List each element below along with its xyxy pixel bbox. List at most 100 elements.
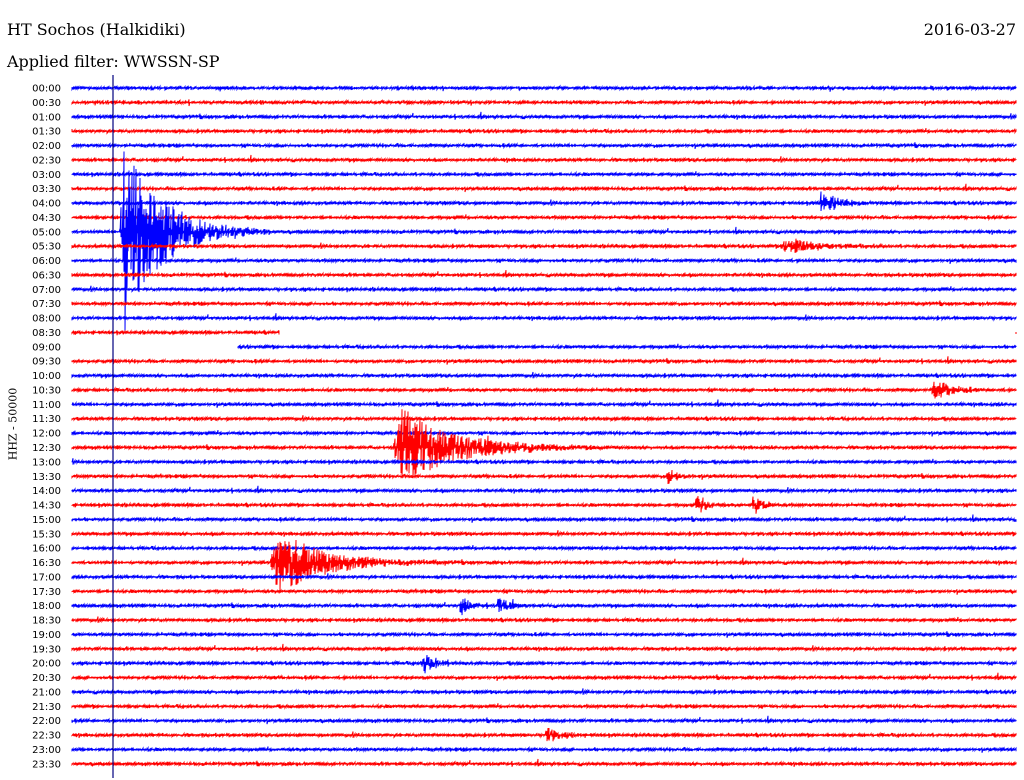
tick-label: 20:00 [32, 659, 61, 670]
trace-1130 [71, 415, 1017, 423]
tick-label: 14:00 [32, 486, 61, 497]
trace-0800 [71, 313, 1017, 322]
tick-label: 09:30 [32, 357, 61, 368]
trace-1100 [71, 399, 1017, 408]
trace-2230 [71, 727, 1017, 742]
tick-label: 01:30 [32, 127, 61, 138]
trace-0330 [71, 183, 1017, 193]
trace-1830 [71, 616, 1017, 624]
trace-1000 [71, 371, 1017, 380]
trace-1500 [71, 514, 1017, 524]
tick-label: 04:30 [32, 213, 61, 224]
trace-1430 [71, 496, 1017, 514]
tick-label: 03:00 [32, 170, 61, 181]
tick-label: 00:30 [32, 98, 61, 109]
trace-0430 [71, 213, 1017, 222]
trace-1600 [71, 544, 1017, 552]
tick-label: 10:30 [32, 386, 61, 397]
tick-label: 11:30 [32, 414, 61, 425]
tick-label: 12:30 [32, 443, 61, 454]
tick-label: 16:00 [32, 544, 61, 555]
tick-label: 06:00 [32, 256, 61, 267]
tick-label: 14:30 [32, 501, 61, 512]
trace-1200 [71, 429, 1017, 437]
trace-0930 [71, 356, 1017, 365]
tick-label: 07:00 [32, 285, 61, 296]
trace-0230 [71, 154, 1017, 164]
tick-label: 15:00 [32, 515, 61, 526]
trace-0700 [71, 285, 1017, 294]
trace-0900 [237, 343, 1017, 351]
trace-1700 [71, 573, 1017, 581]
tick-label: 19:30 [32, 644, 61, 655]
trace-2100 [71, 688, 1017, 696]
tick-label: 22:00 [32, 716, 61, 727]
trace-2200 [71, 715, 1017, 725]
tick-label: 08:30 [32, 328, 61, 339]
trace-1800 [71, 598, 1017, 616]
trace-1900 [71, 631, 1017, 638]
trace-0400 [71, 191, 1017, 212]
tick-label: 13:00 [32, 457, 61, 468]
tick-label: 13:30 [32, 472, 61, 483]
tick-label: 18:30 [32, 616, 61, 627]
tick-label: 10:00 [32, 371, 61, 382]
trace-1530 [71, 530, 1017, 538]
tick-label: 11:00 [32, 400, 61, 411]
date-label: 2016-03-27 [923, 20, 1016, 39]
tick-label: 17:30 [32, 587, 61, 598]
tick-label: 04:00 [32, 199, 61, 210]
station-title: HT Sochos (Halkidiki) [7, 20, 186, 39]
trace-0100 [71, 111, 1017, 121]
trace-1300 [71, 458, 1017, 466]
trace-0200 [71, 141, 1017, 150]
trace-2030 [71, 672, 1017, 682]
trace-2000 [71, 654, 1017, 674]
tick-label: 16:30 [32, 558, 61, 569]
trace-0600 [71, 256, 1017, 265]
trace-0630 [71, 270, 1017, 279]
tick-label: 06:30 [32, 270, 61, 281]
trace-1930 [71, 643, 1017, 653]
trace-0130 [71, 127, 1017, 135]
tick-label: 23:00 [32, 745, 61, 756]
trace-1730 [71, 587, 1017, 596]
filter-label: Applied filter: WWSSN-SP [7, 52, 220, 71]
trace-0730 [71, 300, 1017, 308]
trace-2130 [71, 702, 1017, 710]
trace-1630 [71, 539, 1017, 592]
tick-label: 15:30 [32, 529, 61, 540]
tick-label: 01:00 [32, 112, 61, 123]
tick-label: 21:00 [32, 688, 61, 699]
tick-label: 05:00 [32, 227, 61, 238]
tick-label: 20:30 [32, 673, 61, 684]
tick-label: 12:00 [32, 429, 61, 440]
trace-2330 [71, 758, 1017, 768]
trace-1030 [71, 381, 1017, 399]
tick-label: 03:30 [32, 184, 61, 195]
tick-label: 07:30 [32, 299, 61, 310]
tick-label: 09:00 [32, 342, 61, 353]
trace-0530 [71, 238, 1017, 253]
trace-0830 [71, 328, 1017, 337]
tick-label: 18:00 [32, 601, 61, 612]
tick-label: 19:00 [32, 630, 61, 641]
tick-label: 08:00 [32, 314, 61, 325]
trace-0030 [71, 98, 1017, 107]
trace-2300 [71, 745, 1017, 754]
tick-label: 05:30 [32, 242, 61, 253]
trace-1400 [71, 485, 1017, 495]
tick-label: 02:00 [32, 141, 61, 152]
tick-label: 17:00 [32, 572, 61, 583]
trace-0500 [71, 151, 1017, 334]
tick-label: 00:00 [32, 84, 61, 95]
tick-label: 02:30 [32, 155, 61, 166]
tick-label: 23:30 [32, 759, 61, 770]
tick-label: 21:30 [32, 702, 61, 713]
trace-0300 [71, 170, 1017, 179]
tick-label: 22:30 [32, 731, 61, 742]
trace-1230 [71, 409, 1017, 479]
trace-1330 [71, 469, 1017, 485]
trace-0000 [71, 84, 1017, 92]
